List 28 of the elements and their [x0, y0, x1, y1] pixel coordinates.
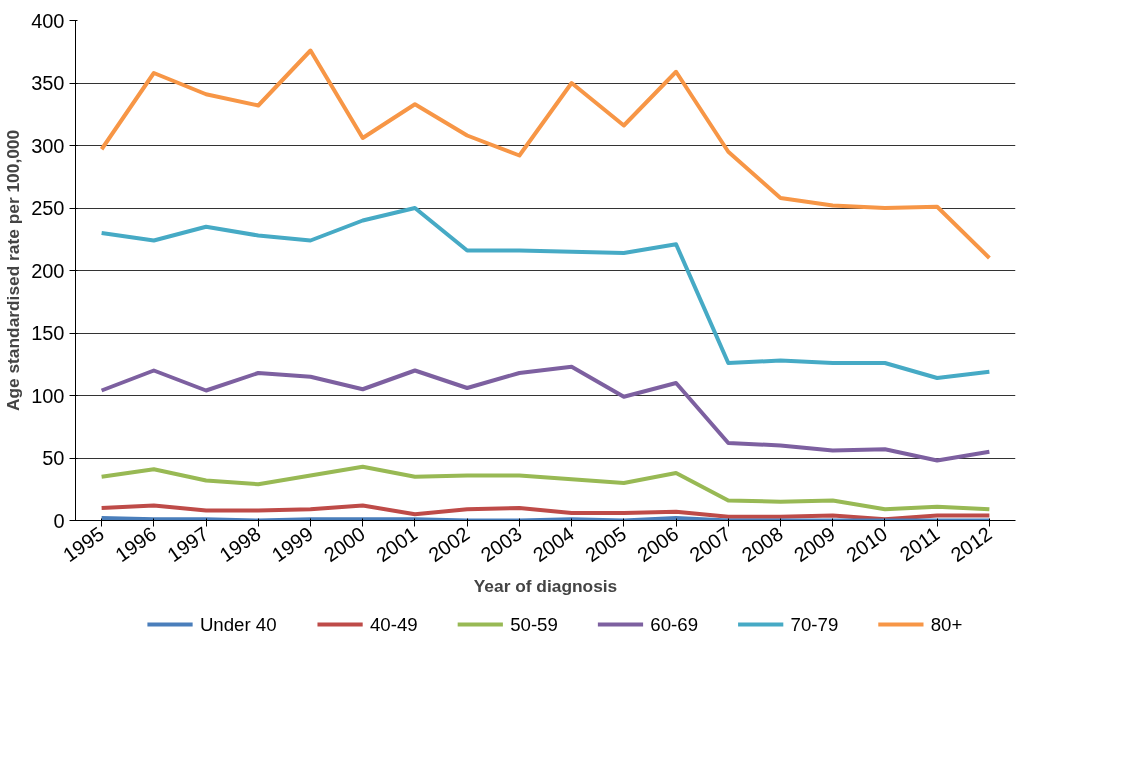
legend-label: Under 40	[199, 614, 277, 635]
y-tick-label: 400	[31, 9, 65, 32]
x-tick-label: 2000	[319, 522, 370, 567]
x-tick-label: 2010	[842, 522, 892, 567]
y-tick-label: 200	[31, 259, 65, 282]
x-tick-label: 2001	[372, 522, 422, 567]
line-series	[99, 48, 992, 260]
y-tick-label: 250	[31, 197, 65, 219]
y-tick-label: 0	[53, 509, 65, 532]
legend-label: 80+	[930, 614, 963, 635]
y-tick-label: 50	[42, 447, 65, 469]
y-tick-label: 100	[31, 384, 65, 407]
x-tick-label: 2011	[895, 522, 944, 566]
line-series	[99, 364, 992, 463]
x-tick-label: 1999	[267, 522, 317, 567]
legend-label: 60-69	[650, 614, 699, 635]
legend-label: 40-49	[369, 614, 418, 635]
legend-label: 70-79	[790, 614, 839, 635]
y-tick-label: 150	[31, 322, 65, 344]
legend-label: 50-59	[510, 614, 558, 635]
y-tick-label: 300	[31, 134, 65, 157]
line-series	[99, 206, 992, 380]
line-series	[99, 464, 992, 512]
y-tick-label: 350	[31, 72, 65, 94]
y-axis-title: Age standardised rate per 100,000	[3, 129, 24, 412]
x-axis-title: Year of diagnosis	[473, 576, 618, 597]
x-tick-label: 2009	[789, 522, 840, 567]
line-series	[99, 503, 992, 521]
